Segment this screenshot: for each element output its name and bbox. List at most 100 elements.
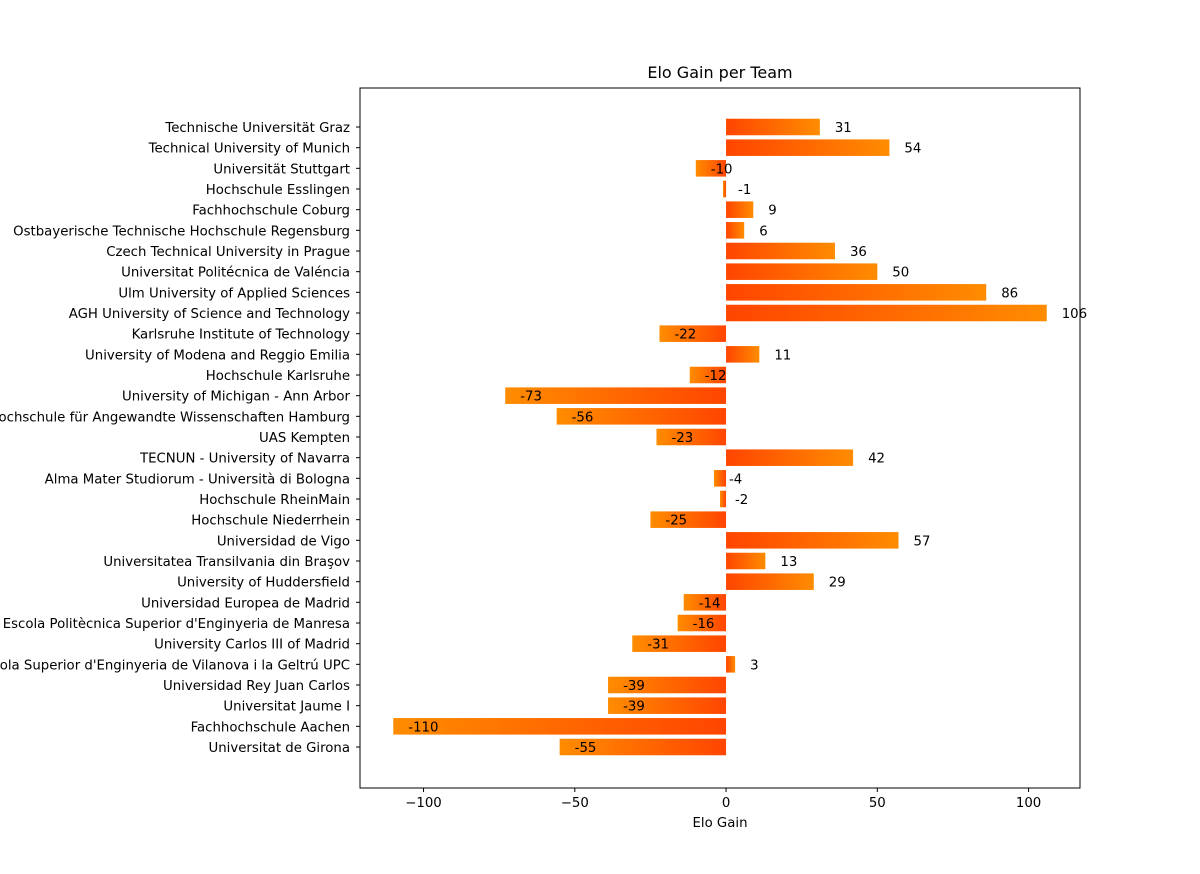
category-label: Universidad Rey Juan Carlos bbox=[163, 679, 350, 694]
bar bbox=[720, 490, 727, 508]
bar bbox=[726, 449, 854, 466]
bar bbox=[726, 242, 835, 260]
category-label: Hochschule für Angewandte Wissenschaften… bbox=[0, 410, 350, 425]
bar bbox=[726, 304, 1047, 322]
bar bbox=[683, 594, 727, 611]
category-label: Alma Mater Studiorum - Università di Bol… bbox=[45, 471, 350, 487]
bar bbox=[726, 263, 878, 280]
category-label: Universität Stuttgart bbox=[213, 162, 350, 177]
bar bbox=[726, 573, 814, 590]
bar bbox=[656, 428, 727, 446]
bar bbox=[608, 676, 727, 694]
category-label: Hochschule Niederrhein bbox=[191, 514, 350, 529]
bar bbox=[677, 614, 727, 632]
category-label: Universitat de Girona bbox=[208, 741, 350, 756]
data-label: 86 bbox=[1001, 286, 1018, 301]
chart-title: Elo Gain per Team bbox=[647, 63, 792, 82]
bar bbox=[726, 346, 760, 363]
bar bbox=[689, 366, 727, 384]
data-label: -1 bbox=[738, 183, 751, 198]
category-label: Hochschule Esslingen bbox=[206, 183, 350, 198]
data-label: 13 bbox=[780, 555, 797, 570]
category-label: University of Huddersfield bbox=[177, 576, 350, 591]
category-label: Hochschule Karlsruhe bbox=[206, 369, 350, 384]
category-label: Universitatea Transilvania din Braşov bbox=[103, 555, 350, 570]
data-label: -14 bbox=[699, 596, 721, 611]
bar bbox=[726, 284, 987, 301]
data-label: 36 bbox=[850, 245, 867, 260]
category-label: Universidad de Vigo bbox=[217, 534, 350, 549]
bar bbox=[713, 470, 727, 487]
category-label: Escola Politècnica Superior d'Enginyeria… bbox=[3, 616, 350, 632]
bar bbox=[393, 718, 727, 735]
data-label: -25 bbox=[665, 514, 687, 529]
category-label: Escola Superior d'Enginyeria de Vilanova… bbox=[0, 657, 350, 673]
data-label: 31 bbox=[835, 121, 852, 136]
category-label: Hochschule RheinMain bbox=[199, 493, 350, 508]
data-label: 29 bbox=[829, 576, 846, 591]
category-label: Technical University of Munich bbox=[148, 142, 350, 157]
category-label: Universitat Politécnica de Valéncia bbox=[121, 265, 350, 281]
category-label: Fachhochschule Coburg bbox=[192, 204, 350, 219]
data-label: -4 bbox=[729, 472, 742, 487]
category-label: University Carlos III of Madrid bbox=[154, 638, 350, 653]
category-label: Technische Universität Graz bbox=[164, 121, 350, 136]
data-label: 3 bbox=[750, 658, 758, 673]
bar bbox=[505, 387, 727, 404]
data-label: 9 bbox=[768, 204, 776, 219]
category-label: Universidad Europea de Madrid bbox=[141, 596, 350, 611]
bar bbox=[726, 552, 766, 570]
data-label: -23 bbox=[671, 431, 693, 446]
bar bbox=[650, 511, 727, 528]
category-label: Ulm University of Applied Sciences bbox=[118, 286, 350, 301]
data-label: 57 bbox=[913, 534, 930, 549]
data-label: -31 bbox=[647, 638, 669, 653]
data-label: 106 bbox=[1062, 307, 1087, 322]
data-label: -10 bbox=[711, 162, 733, 177]
category-label: AGH University of Science and Technology bbox=[69, 307, 350, 322]
x-axis-label: Elo Gain bbox=[692, 816, 747, 831]
data-label: -22 bbox=[674, 328, 696, 343]
data-label: -110 bbox=[408, 720, 438, 735]
x-tick-label: 50 bbox=[869, 796, 886, 811]
bar bbox=[726, 201, 754, 218]
data-label: 11 bbox=[774, 348, 791, 363]
category-label: University of Modena and Reggio Emilia bbox=[85, 348, 350, 363]
category-label: University of Michigan - Ann Arbor bbox=[122, 390, 351, 405]
bar bbox=[659, 325, 727, 342]
data-label: -2 bbox=[735, 493, 748, 508]
bar bbox=[559, 738, 727, 756]
bars-layer bbox=[393, 118, 1047, 756]
data-label: 50 bbox=[892, 266, 909, 281]
axis-layer: −100 −50 0 50 100 bbox=[356, 126, 1041, 811]
bar bbox=[632, 635, 727, 652]
data-label: -55 bbox=[575, 741, 597, 756]
x-tick-label: 100 bbox=[1016, 796, 1041, 811]
bar bbox=[726, 656, 736, 673]
category-label: UAS Kempten bbox=[259, 431, 350, 446]
category-label: Czech Technical University in Prague bbox=[106, 245, 350, 260]
data-label: 54 bbox=[904, 142, 921, 157]
bar bbox=[726, 118, 820, 136]
data-label: -73 bbox=[520, 390, 542, 405]
labels-layer: Technische Universität Graz 31 Technical U… bbox=[0, 121, 1087, 756]
plot-frame bbox=[359, 87, 1081, 789]
data-label: 6 bbox=[759, 224, 767, 239]
category-label: Fachhochschule Aachen bbox=[191, 720, 350, 735]
data-label: -12 bbox=[705, 369, 727, 384]
category-label: TECNUN - University of Navarra bbox=[139, 452, 350, 467]
bar bbox=[695, 160, 727, 177]
data-label: -39 bbox=[623, 679, 645, 694]
bar bbox=[723, 180, 727, 198]
bar bbox=[726, 139, 890, 156]
x-tick-label: −50 bbox=[561, 796, 589, 811]
category-label: Universitat Jaume I bbox=[223, 700, 350, 715]
x-tick-label: 0 bbox=[722, 796, 730, 811]
category-label: Ostbayerische Technische Hochschule Rege… bbox=[13, 224, 350, 239]
bar bbox=[608, 697, 727, 714]
x-tick-label: −100 bbox=[405, 796, 442, 811]
category-label: Karlsruhe Institute of Technology bbox=[132, 328, 351, 343]
data-label: -39 bbox=[623, 700, 645, 715]
data-label: -56 bbox=[572, 410, 594, 425]
